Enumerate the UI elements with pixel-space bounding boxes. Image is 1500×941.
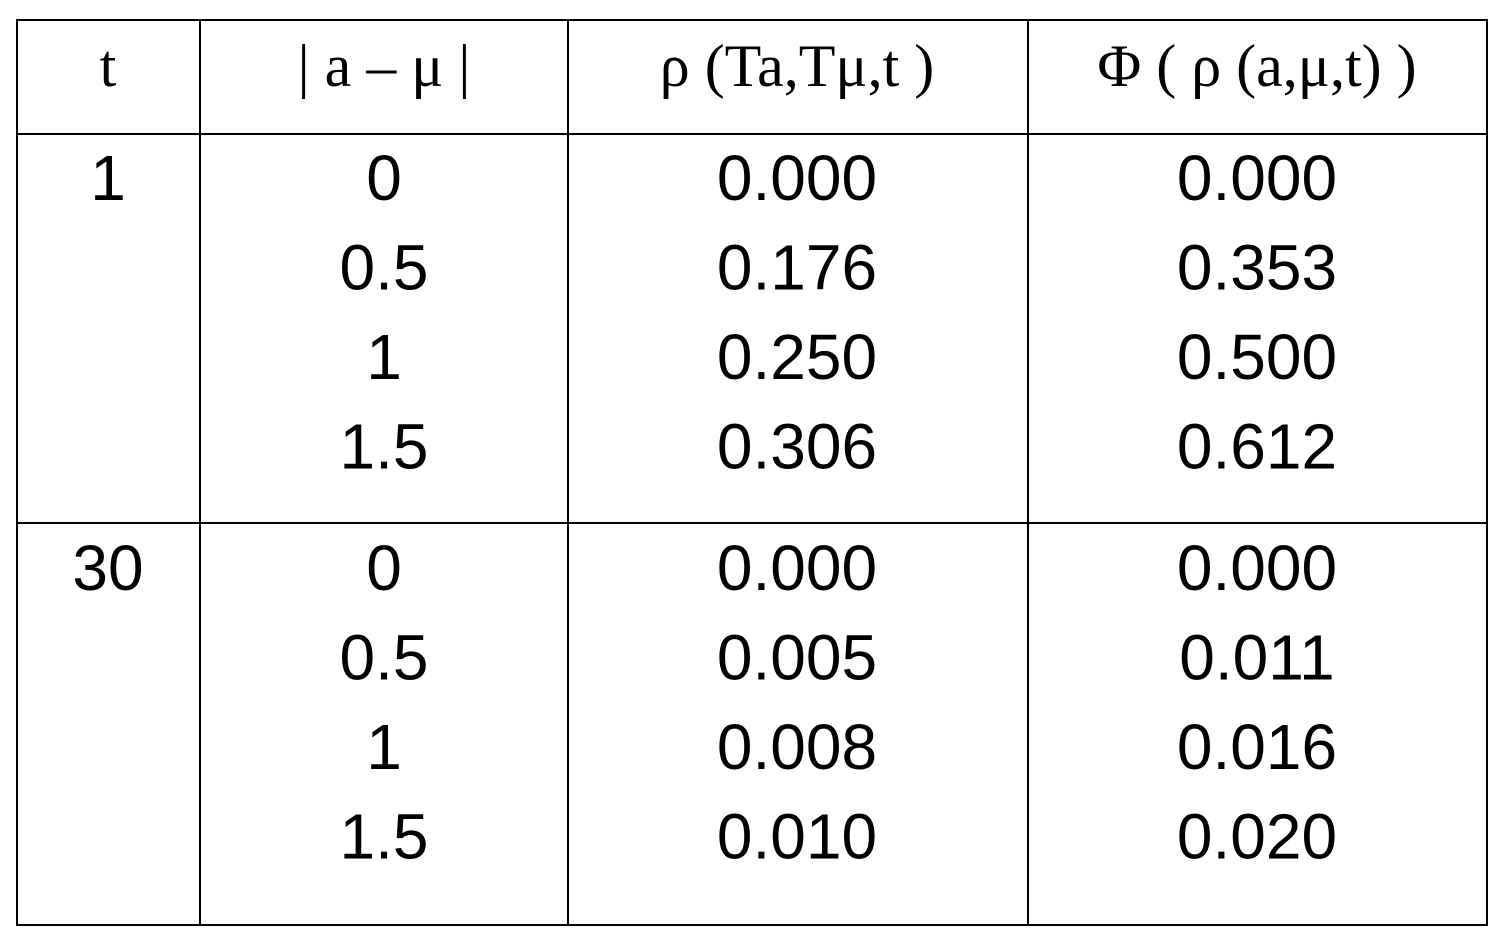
- column-header: Φ ( ρ (a,μ,t) ): [1097, 33, 1416, 99]
- cell-value: 0.5: [340, 231, 429, 303]
- table-border: [16, 19, 1488, 926]
- cell-value: 0: [366, 142, 402, 214]
- cell-value: 0.000: [717, 142, 877, 214]
- column-header: | a – μ |: [298, 33, 471, 99]
- cell-value: 0.176: [717, 231, 877, 303]
- cell-value: 0.353: [1177, 231, 1337, 303]
- cell-value: 0.000: [1177, 142, 1337, 214]
- cell-value: 1.5: [340, 410, 429, 482]
- cell-value: 0.020: [1177, 800, 1337, 872]
- column-header: t: [100, 33, 117, 99]
- cell-value: 0.306: [717, 410, 877, 482]
- column-header: ρ (Ta,Tμ,t ): [660, 33, 934, 99]
- cell-value: 0.005: [717, 621, 877, 693]
- cell-value: 0.5: [340, 621, 429, 693]
- t-value: 30: [72, 532, 143, 604]
- cell-value: 0.612: [1177, 410, 1337, 482]
- cell-value: 0.016: [1177, 711, 1337, 783]
- t-value: 1: [90, 142, 126, 214]
- cell-value: 0.011: [1179, 621, 1334, 693]
- cell-value: 1.5: [340, 800, 429, 872]
- cell-value: 0: [366, 532, 402, 604]
- cell-value: 0.010: [717, 800, 877, 872]
- cell-value: 1: [366, 711, 402, 783]
- cell-value: 1: [366, 321, 402, 393]
- cell-value: 0.250: [717, 321, 877, 393]
- cell-value: 0.000: [717, 532, 877, 604]
- cell-value: 0.000: [1177, 532, 1337, 604]
- cell-value: 0.500: [1177, 321, 1337, 393]
- cell-value: 0.008: [717, 711, 877, 783]
